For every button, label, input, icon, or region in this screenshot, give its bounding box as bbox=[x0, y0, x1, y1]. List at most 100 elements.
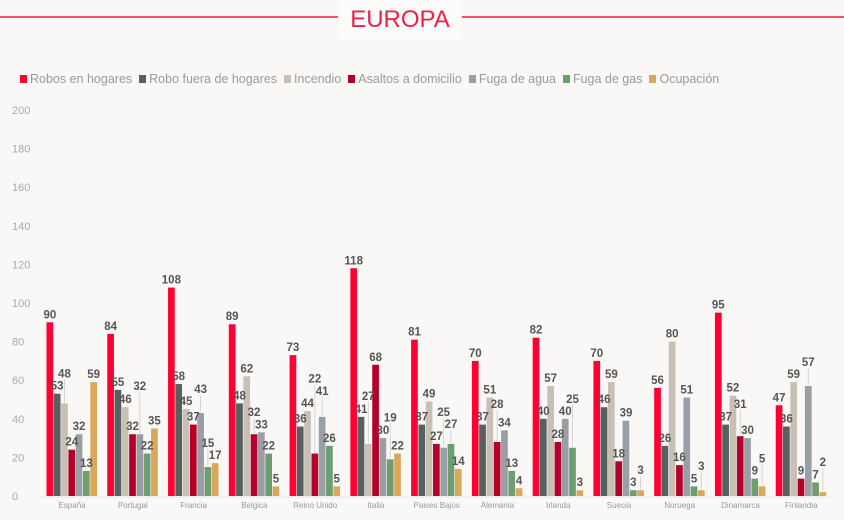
bar bbox=[593, 360, 601, 496]
legend-swatch bbox=[348, 75, 356, 83]
data-label: 22 bbox=[262, 441, 275, 453]
bar bbox=[189, 424, 197, 496]
bar bbox=[197, 413, 204, 496]
data-label: 40 bbox=[559, 406, 572, 418]
data-label: 56 bbox=[651, 375, 664, 387]
bar bbox=[182, 409, 190, 496]
data-label: 51 bbox=[483, 385, 496, 397]
bar bbox=[751, 478, 759, 496]
data-label: 36 bbox=[780, 414, 793, 426]
data-label: 16 bbox=[673, 452, 686, 464]
bar bbox=[501, 430, 508, 496]
bar bbox=[729, 395, 737, 496]
y-tick-label: 120 bbox=[12, 259, 30, 271]
bar bbox=[486, 397, 494, 496]
data-label: 73 bbox=[287, 342, 300, 354]
legend-label: Robos en hogares bbox=[30, 72, 133, 86]
title-rule-left bbox=[0, 16, 338, 18]
bar bbox=[758, 486, 766, 496]
x-tick-label: Noruega bbox=[664, 501, 695, 510]
data-label: 80 bbox=[666, 329, 679, 341]
data-label: 58 bbox=[172, 371, 185, 383]
data-label: 44 bbox=[301, 398, 314, 410]
bar bbox=[175, 384, 183, 496]
data-label: 57 bbox=[802, 357, 815, 369]
bar bbox=[296, 426, 304, 496]
data-label: 5 bbox=[273, 473, 280, 485]
x-tick-label: Belgica bbox=[241, 501, 268, 510]
bar bbox=[661, 445, 669, 496]
data-label: 84 bbox=[104, 321, 117, 333]
data-label: 33 bbox=[255, 419, 268, 431]
data-label: 5 bbox=[759, 453, 766, 465]
data-label: 49 bbox=[423, 388, 436, 400]
data-label: 37 bbox=[187, 412, 200, 424]
bar bbox=[61, 403, 68, 496]
data-label: 19 bbox=[384, 412, 397, 424]
data-label: 3 bbox=[630, 477, 636, 489]
data-label: 46 bbox=[119, 394, 132, 406]
data-label: 32 bbox=[126, 421, 139, 433]
bar bbox=[386, 459, 394, 496]
data-label: 30 bbox=[376, 425, 389, 437]
bar bbox=[668, 341, 676, 496]
data-label: 22 bbox=[141, 441, 154, 453]
data-label: 81 bbox=[408, 327, 421, 339]
bar bbox=[554, 441, 562, 496]
data-label: 3 bbox=[637, 465, 643, 477]
bar bbox=[143, 453, 151, 496]
bar bbox=[272, 486, 280, 496]
legend-label: Asaltos a domicilio bbox=[358, 72, 462, 86]
legend-item: Incendio bbox=[284, 72, 341, 86]
y-tick-label: 0 bbox=[12, 491, 18, 503]
legend-item: Fuga de gas bbox=[562, 72, 642, 86]
data-label: 28 bbox=[491, 399, 504, 411]
data-label: 34 bbox=[498, 417, 511, 429]
x-tick-label: Dinamarca bbox=[721, 501, 760, 510]
bar bbox=[547, 385, 554, 496]
data-label: 7 bbox=[812, 469, 818, 481]
bar bbox=[418, 424, 426, 496]
data-label: 53 bbox=[51, 381, 64, 393]
bar bbox=[364, 443, 372, 496]
data-label: 32 bbox=[248, 407, 261, 419]
bar bbox=[615, 461, 623, 496]
data-label: 90 bbox=[43, 309, 56, 321]
bar bbox=[797, 478, 805, 496]
data-label: 27 bbox=[430, 431, 443, 443]
data-label: 51 bbox=[680, 385, 693, 397]
bar bbox=[608, 382, 615, 496]
data-label: 118 bbox=[344, 255, 363, 267]
data-label: 5 bbox=[691, 473, 698, 485]
bar bbox=[83, 470, 90, 496]
bar bbox=[690, 486, 698, 496]
data-label: 14 bbox=[452, 456, 465, 468]
data-label: 39 bbox=[620, 408, 633, 420]
legend-swatch bbox=[20, 75, 27, 83]
x-tick-label: Francia bbox=[180, 501, 207, 510]
data-label: 41 bbox=[316, 386, 329, 398]
data-label: 57 bbox=[544, 373, 557, 385]
bar bbox=[228, 324, 236, 496]
bar bbox=[676, 465, 683, 496]
legend: Robos en hogares Robo fuera de hogares Inc… bbox=[20, 72, 836, 86]
bar bbox=[326, 445, 333, 496]
data-label: 26 bbox=[658, 433, 671, 445]
bar bbox=[129, 434, 136, 496]
bar bbox=[114, 389, 122, 496]
x-tick-label: España bbox=[58, 501, 86, 510]
data-label: 30 bbox=[741, 425, 754, 437]
x-tick-label: Irlanda bbox=[546, 501, 571, 510]
x-tick-label: Finlandia bbox=[785, 501, 818, 510]
data-label: 25 bbox=[437, 407, 450, 419]
bar bbox=[629, 490, 637, 496]
data-label: 2 bbox=[820, 457, 826, 469]
data-label: 25 bbox=[566, 394, 579, 406]
data-label: 68 bbox=[369, 352, 382, 364]
legend-swatch bbox=[562, 75, 570, 83]
legend-label: Ocupación bbox=[659, 72, 720, 86]
data-label: 62 bbox=[240, 363, 253, 375]
bar bbox=[379, 438, 387, 496]
bar bbox=[289, 355, 297, 496]
bar bbox=[804, 385, 812, 496]
